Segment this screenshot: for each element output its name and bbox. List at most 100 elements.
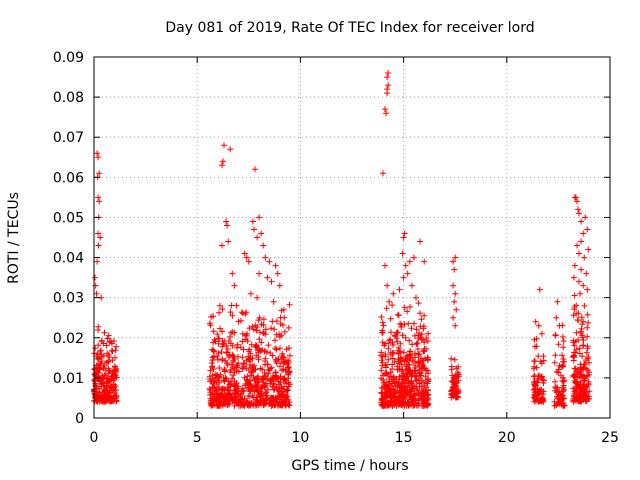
data-point xyxy=(581,303,587,309)
roti-scatter-chart: 0 5 10 15 20 25 00.010.020.030.040.050.060.07… xyxy=(0,0,640,480)
data-point xyxy=(287,302,293,308)
data-point xyxy=(252,166,258,172)
data-point xyxy=(388,316,394,322)
data-point xyxy=(273,263,279,269)
data-point xyxy=(451,267,457,273)
x-tick-label: 15 xyxy=(395,430,413,446)
data-point xyxy=(271,326,277,332)
data-point xyxy=(580,342,586,348)
data-point xyxy=(572,263,578,269)
data-point xyxy=(271,299,277,305)
data-point xyxy=(571,358,577,364)
data-point xyxy=(413,341,419,347)
data-point xyxy=(219,162,225,168)
data-point xyxy=(215,357,221,363)
data-point xyxy=(384,283,390,289)
data-point xyxy=(112,347,118,353)
data-point xyxy=(448,356,454,362)
data-point xyxy=(269,279,275,285)
data-point xyxy=(560,356,566,362)
y-tick-label: 0.01 xyxy=(53,371,84,387)
data-point xyxy=(214,353,220,359)
data-point xyxy=(95,154,101,160)
data-point xyxy=(415,346,421,352)
data-point xyxy=(286,325,292,331)
data-point xyxy=(573,194,579,200)
data-point xyxy=(580,283,586,289)
data-point xyxy=(395,329,401,335)
data-point xyxy=(578,267,584,273)
data-point xyxy=(571,275,577,281)
data-point xyxy=(384,90,390,96)
plot-frame xyxy=(94,57,610,418)
data-point xyxy=(385,70,391,76)
y-tick-label: 0.06 xyxy=(53,170,84,186)
data-point xyxy=(227,146,233,152)
data-point xyxy=(254,235,260,241)
data-point xyxy=(583,271,589,277)
data-point xyxy=(560,334,566,340)
data-point xyxy=(452,323,458,329)
data-point xyxy=(92,345,98,351)
data-point xyxy=(275,271,281,277)
data-point xyxy=(386,299,392,305)
x-tick-label: 20 xyxy=(498,430,516,446)
data-point xyxy=(216,310,222,316)
data-point xyxy=(576,279,582,285)
data-point xyxy=(585,320,591,326)
data-point xyxy=(578,219,584,225)
data-point xyxy=(216,365,222,371)
data-point xyxy=(421,259,427,265)
data-point xyxy=(389,366,395,372)
data-point xyxy=(229,271,235,277)
data-point xyxy=(272,337,278,343)
data-point xyxy=(452,291,458,297)
data-point xyxy=(272,345,278,351)
y-tick-label: 0.08 xyxy=(53,90,84,106)
data-point xyxy=(274,318,280,324)
data-point xyxy=(210,328,216,334)
data-point xyxy=(286,402,292,408)
data-point xyxy=(553,333,559,339)
data-point xyxy=(585,312,591,318)
data-point xyxy=(277,283,283,289)
data-point xyxy=(450,283,456,289)
data-point xyxy=(380,170,386,176)
data-point xyxy=(220,158,226,164)
data-point xyxy=(552,360,558,366)
data-point xyxy=(249,324,255,330)
data-point xyxy=(102,330,108,336)
data-point xyxy=(258,231,264,237)
data-point xyxy=(219,243,225,249)
data-point xyxy=(535,353,541,359)
data-point xyxy=(402,231,408,237)
data-point xyxy=(382,106,388,112)
data-points xyxy=(91,70,592,409)
data-point xyxy=(251,227,257,233)
data-point xyxy=(539,331,545,337)
data-point xyxy=(246,325,252,331)
data-point xyxy=(227,334,233,340)
data-point xyxy=(92,275,98,281)
data-point xyxy=(581,337,587,343)
data-point xyxy=(415,340,421,346)
data-point xyxy=(537,287,543,293)
data-point xyxy=(278,315,284,321)
data-point xyxy=(409,283,415,289)
data-point xyxy=(452,357,458,363)
data-point xyxy=(412,368,418,374)
data-point xyxy=(395,312,401,318)
data-point xyxy=(540,353,546,359)
data-point xyxy=(581,255,587,261)
y-tick-label: 0.09 xyxy=(53,50,84,66)
data-point xyxy=(585,247,591,253)
data-point xyxy=(534,365,540,371)
data-point xyxy=(552,352,558,358)
data-point xyxy=(273,357,279,363)
data-point xyxy=(240,354,246,360)
data-point xyxy=(400,251,406,257)
data-point xyxy=(532,358,538,364)
data-point xyxy=(390,291,396,297)
y-tick-label: 0.04 xyxy=(53,251,84,267)
data-point xyxy=(94,259,100,265)
